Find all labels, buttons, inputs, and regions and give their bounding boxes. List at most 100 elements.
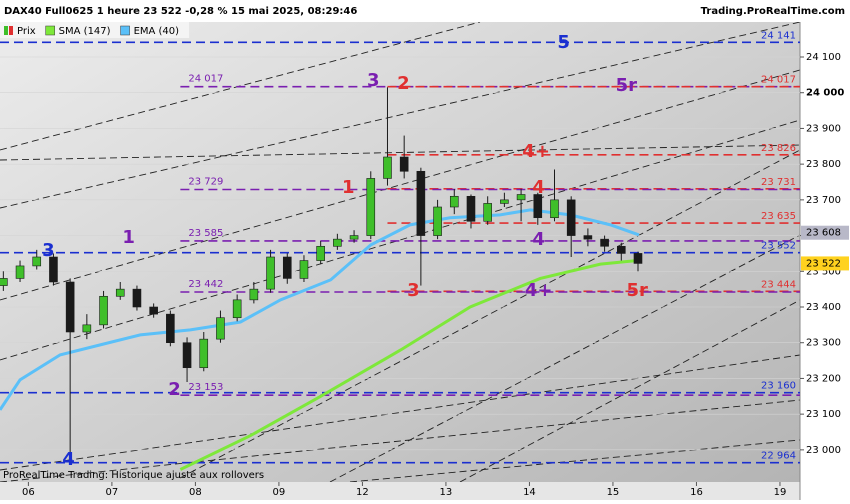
x-tick-label: 09: [273, 487, 286, 498]
candle-body: [500, 199, 509, 204]
wave-label: 5r: [626, 280, 648, 301]
candle-body: [600, 238, 609, 247]
x-tick-label: 15: [607, 487, 620, 498]
candle-body: [232, 299, 242, 319]
level-label: 24 141: [761, 30, 796, 41]
x-tick-label: 07: [106, 487, 119, 498]
level-label: 23 552: [761, 241, 796, 252]
candle-body: [633, 253, 643, 264]
candle-body: [333, 238, 342, 247]
y-tick-label: 23 900: [806, 123, 841, 134]
legend-label: SMA (147): [59, 26, 111, 37]
level-label: 23 160: [761, 381, 796, 392]
candle-body: [182, 342, 192, 369]
legend-label: EMA (40): [134, 26, 180, 37]
trend-line: [0, 22, 800, 209]
level-label: 23 585: [188, 228, 223, 239]
x-tick-label: 06: [22, 487, 35, 498]
trend-lines: [0, 22, 800, 482]
trend-line: [0, 399, 800, 482]
wave-label: 3: [42, 240, 55, 261]
wave-label: 1: [342, 177, 355, 198]
candle-body: [416, 170, 426, 236]
wave-label: 4: [532, 177, 545, 198]
candle-body: [166, 313, 175, 344]
x-tick-label: 16: [690, 487, 703, 498]
candle-body: [366, 178, 376, 236]
price-tag: [801, 256, 849, 271]
level-label: 23 442: [188, 279, 223, 290]
x-tick-label: 19: [774, 487, 787, 498]
candle-body: [49, 256, 58, 283]
wave-label: 1: [122, 227, 135, 248]
candle-body: [483, 203, 492, 222]
trend-line: [459, 299, 800, 482]
candle-body: [316, 245, 325, 261]
level-label: 23 153: [188, 382, 223, 393]
candle-body: [249, 288, 259, 301]
candle-body: [433, 206, 442, 236]
candle-body: [266, 256, 275, 290]
wave-label: 4+: [525, 280, 553, 301]
wave-label: 2: [168, 379, 181, 400]
candle-body: [533, 194, 543, 219]
candle-body: [15, 265, 25, 279]
candle-body: [349, 235, 359, 240]
wave-label: 5: [557, 32, 570, 53]
candle-body: [132, 288, 142, 308]
level-label: 23 731: [761, 177, 796, 188]
candle-body: [0, 278, 8, 286]
footnote: ProRealTime Trading: Historique ajusté a…: [3, 469, 264, 481]
x-tick-label: 13: [440, 487, 453, 498]
wave-label: 3: [407, 280, 420, 301]
x-tick-label: 08: [189, 487, 202, 498]
legend-swatch: [9, 26, 13, 35]
candle-body: [299, 260, 309, 279]
candle-body: [516, 194, 526, 201]
candle-body: [115, 288, 125, 297]
wave-label: 3: [367, 70, 380, 91]
wave-label: 2: [397, 73, 410, 94]
wave-label: 4+: [522, 141, 550, 162]
candle-body: [466, 195, 476, 222]
candle-body: [65, 281, 75, 333]
trend-line: [0, 119, 800, 361]
level-label: 23 444: [761, 279, 796, 290]
trend-line: [349, 439, 800, 482]
level-label: 22 964: [761, 451, 796, 462]
header-source: Trading.ProRealTime.com: [701, 6, 845, 17]
x-axis-band: [0, 482, 800, 500]
legend: Prix SMA (147) EMA (40): [0, 22, 190, 38]
wave-label: 5r: [616, 75, 638, 96]
candle-body: [32, 256, 42, 267]
candle-body: [216, 317, 225, 340]
legend-swatch: [45, 25, 55, 36]
x-tick-label: 12: [356, 487, 369, 498]
header-title: DAX40 Full0625 1 heure 23 522 -0,28 % 15…: [4, 6, 357, 17]
candle-body: [399, 156, 409, 172]
price-tag-label: 23 608: [806, 228, 841, 239]
candle-body: [82, 324, 92, 333]
y-tick-label: 23 000: [806, 445, 841, 456]
wave-label: 4: [532, 229, 545, 250]
y-tick-label: 23 400: [806, 302, 841, 313]
level-label: 23 729: [188, 177, 223, 188]
trend-line: [0, 144, 800, 161]
candle-body: [583, 235, 593, 240]
y-tick-label: 23 800: [806, 159, 841, 170]
candle-body: [149, 306, 158, 315]
candle-body: [282, 256, 292, 279]
price-tag-label: 23 522: [806, 258, 841, 269]
indicator-line: [179, 259, 637, 471]
trend-line: [179, 149, 800, 479]
candle-body: [99, 295, 108, 326]
legend-swatch: [120, 25, 130, 36]
plot-area: [0, 41, 800, 471]
level-label: 23 635: [761, 211, 796, 222]
trend-line: [0, 354, 800, 471]
candle-body: [550, 199, 559, 219]
price-tag: [801, 225, 849, 240]
y-tick-label: 23 300: [806, 338, 841, 349]
wave-label: 4: [62, 449, 75, 470]
